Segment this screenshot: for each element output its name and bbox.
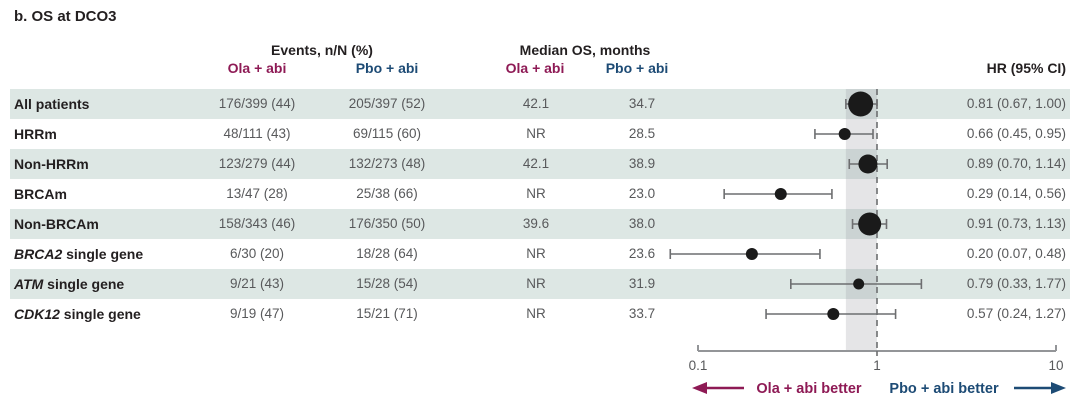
left-arrow-label: Ola + abi better xyxy=(756,381,862,397)
median-pbo-cell: 28.5 xyxy=(628,126,656,141)
events-ola-cell: 6/30 (20) xyxy=(229,246,285,261)
median-ola-cell: 39.6 xyxy=(522,216,550,231)
events-pbo-header: Pbo + abi xyxy=(355,60,419,76)
median-pbo-header: Pbo + abi xyxy=(605,60,669,76)
table-row: Non-HRRm 123/279 (44) 132/273 (48) 42.1 38.9… xyxy=(10,149,1070,179)
table-row: BRCA2 single gene 6/30 (20) 18/28 (64) NR 23… xyxy=(10,239,1070,269)
events-pbo-cell: 25/38 (66) xyxy=(356,186,418,201)
hr-ci-cell: 0.89 (0.70, 1.14) xyxy=(966,156,1066,171)
subgroup-label: HRRm xyxy=(14,126,57,142)
median-ola-cell: NR xyxy=(526,186,546,201)
events-pbo-cell: 176/350 (50) xyxy=(348,216,426,231)
subgroup-label: BRCAm xyxy=(14,186,67,202)
right-arrow-head xyxy=(1051,382,1066,394)
gene-name-italic: CDK12 xyxy=(14,306,60,322)
median-ola-cell: NR xyxy=(526,276,546,291)
table-row: CDK12 single gene 9/19 (47) 15/21 (71) NR 33… xyxy=(10,299,1070,329)
median-ola-cell: NR xyxy=(526,126,546,141)
events-pbo-cell: 132/273 (48) xyxy=(348,156,426,171)
median-group-header: Median OS, months xyxy=(519,42,651,58)
table-row: HRRm 48/111 (43) 69/115 (60) NR 28.5 0.66 (0.… xyxy=(10,119,1070,149)
events-ola-cell: 48/111 (43) xyxy=(223,126,291,141)
events-pbo-cell: 18/28 (64) xyxy=(356,246,418,261)
events-ola-cell: 176/399 (44) xyxy=(218,96,296,111)
x-axis-tick-label: 0.1 xyxy=(689,358,708,373)
subgroup-label: All patients xyxy=(14,96,90,112)
events-pbo-cell: 15/21 (71) xyxy=(356,306,418,321)
hr-ci-cell: 0.57 (0.24, 1.27) xyxy=(966,306,1066,321)
gene-name-italic: BRCA2 xyxy=(14,246,63,262)
median-pbo-cell: 23.0 xyxy=(628,186,656,201)
hr-ci-cell: 0.91 (0.73, 1.13) xyxy=(966,216,1066,231)
table-row: Non-BRCAm 158/343 (46) 176/350 (50) 39.6 38.… xyxy=(10,209,1070,239)
subgroup-label: Non-BRCAm xyxy=(14,216,99,232)
median-ola-cell: NR xyxy=(526,246,546,261)
median-ola-cell: 42.1 xyxy=(522,156,550,171)
subgroup-label: CDK12 single gene xyxy=(14,306,141,322)
table-row: ATM single gene 9/21 (43) 15/28 (54) NR 31.9… xyxy=(10,269,1070,299)
median-pbo-cell: 38.9 xyxy=(628,156,656,171)
events-group-header: Events, n/N (%) xyxy=(271,42,373,58)
median-pbo-cell: 33.7 xyxy=(628,306,656,321)
events-ola-header: Ola + abi xyxy=(227,60,287,76)
subgroup-label: ATM single gene xyxy=(14,276,125,292)
left-arrow-head xyxy=(692,382,707,394)
figure-title: b. OS at DCO3 xyxy=(14,8,117,25)
median-ola-header: Ola + abi xyxy=(505,60,565,76)
table-row: BRCAm 13/47 (28) 25/38 (66) NR 23.0 0.29 (0.1… xyxy=(10,179,1070,209)
events-ola-cell: 158/343 (46) xyxy=(218,216,296,231)
events-ola-cell: 9/19 (47) xyxy=(229,306,285,321)
hr-ci-cell: 0.79 (0.33, 1.77) xyxy=(966,276,1066,291)
events-pbo-cell: 69/115 (60) xyxy=(352,126,422,141)
hr-column-header: HR (95% CI) xyxy=(986,60,1066,76)
table-row: All patients 176/399 (44) 205/397 (52) 42.1… xyxy=(10,89,1070,119)
median-ola-cell: NR xyxy=(526,306,546,321)
gene-name-italic: ATM xyxy=(14,276,44,292)
right-arrow-label: Pbo + abi better xyxy=(889,381,999,397)
hr-ci-cell: 0.81 (0.67, 1.00) xyxy=(966,96,1066,111)
subgroup-label: BRCA2 single gene xyxy=(14,246,144,262)
median-ola-cell: 42.1 xyxy=(522,96,550,111)
median-pbo-cell: 38.0 xyxy=(628,216,656,231)
events-pbo-cell: 15/28 (54) xyxy=(356,276,418,291)
events-ola-cell: 123/279 (44) xyxy=(218,156,296,171)
events-pbo-cell: 205/397 (52) xyxy=(348,96,426,111)
events-ola-cell: 9/21 (43) xyxy=(229,276,285,291)
hr-ci-cell: 0.29 (0.14, 0.56) xyxy=(966,186,1066,201)
median-pbo-cell: 31.9 xyxy=(628,276,656,291)
subgroup-label: Non-HRRm xyxy=(14,156,89,172)
hr-ci-cell: 0.20 (0.07, 0.48) xyxy=(966,246,1066,261)
median-pbo-cell: 23.6 xyxy=(628,246,656,261)
hr-ci-cell: 0.66 (0.45, 0.95) xyxy=(966,126,1066,141)
median-pbo-cell: 34.7 xyxy=(628,96,656,111)
events-ola-cell: 13/47 (28) xyxy=(226,186,288,201)
x-axis-tick-label: 10 xyxy=(1048,358,1063,373)
x-axis-tick-label: 1 xyxy=(873,358,881,373)
